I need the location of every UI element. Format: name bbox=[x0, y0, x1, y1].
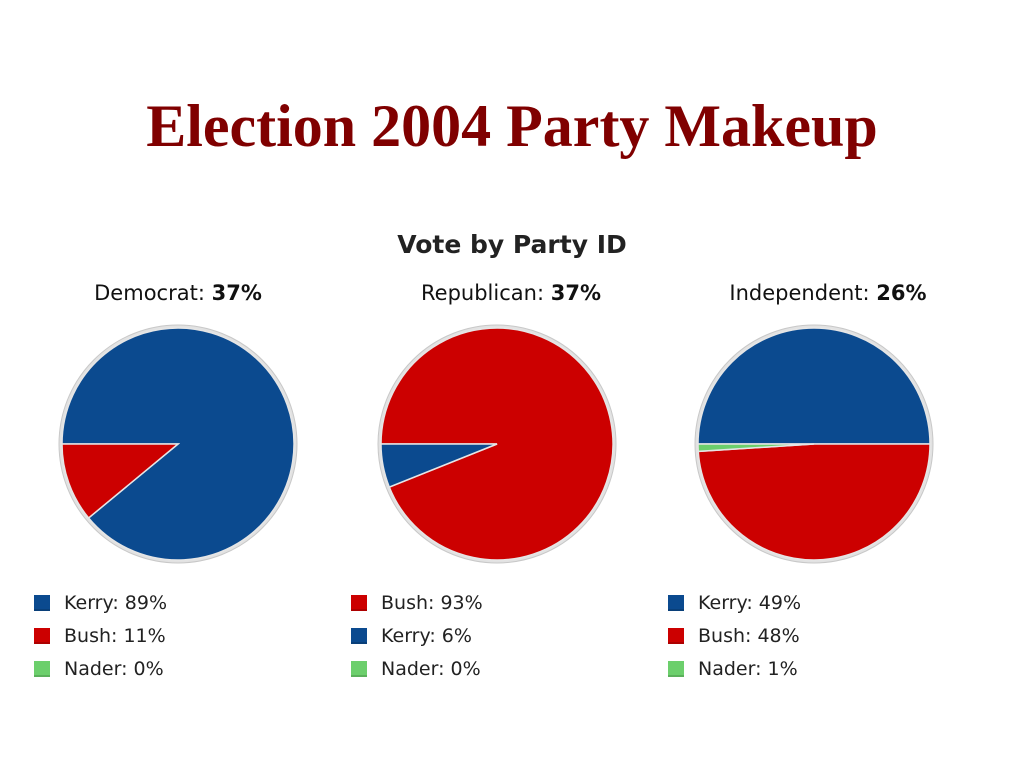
pie-group-label: Republican: bbox=[421, 281, 545, 305]
legend-swatch bbox=[34, 660, 50, 677]
pie-header-republican: Republican: 37% bbox=[361, 283, 661, 304]
legend-swatch bbox=[351, 594, 367, 611]
pie-group-label: Democrat: bbox=[94, 281, 205, 305]
legend-label: Bush: 11% bbox=[64, 624, 166, 647]
legend-item: Bush: 48% bbox=[668, 619, 918, 652]
legend-swatch bbox=[351, 660, 367, 677]
legend-item: Bush: 93% bbox=[351, 586, 601, 619]
pie-header-democrat: Democrat: 37% bbox=[28, 283, 328, 304]
pie-header-independent: Independent: 26% bbox=[678, 283, 978, 304]
legend-item: Kerry: 89% bbox=[34, 586, 284, 619]
pie-slice-kerry bbox=[697, 327, 931, 445]
chart-title: Vote by Party ID bbox=[397, 230, 627, 259]
legend-swatch bbox=[668, 660, 684, 677]
pie-chart-democrat bbox=[58, 324, 298, 564]
pie-group-share: 37% bbox=[211, 281, 262, 305]
legend-republican: Bush: 93% Kerry: 6% Nader: 0% bbox=[351, 586, 601, 685]
legend-item: Nader: 0% bbox=[351, 652, 601, 685]
legend-item: Nader: 0% bbox=[34, 652, 284, 685]
pie-slice-kerry bbox=[380, 443, 498, 489]
pie-group-share: 26% bbox=[876, 281, 927, 305]
legend-label: Nader: 0% bbox=[64, 657, 164, 680]
legend-item: Bush: 11% bbox=[34, 619, 284, 652]
legend-swatch bbox=[34, 627, 50, 644]
legend-swatch bbox=[668, 594, 684, 611]
legend-item: Kerry: 49% bbox=[668, 586, 918, 619]
legend-democrat: Kerry: 89% Bush: 11% Nader: 0% bbox=[34, 586, 284, 685]
pie-slice-bush bbox=[697, 443, 931, 561]
legend-item: Nader: 1% bbox=[668, 652, 918, 685]
pie-slice-nader bbox=[697, 443, 815, 453]
pie-group-label: Independent: bbox=[729, 281, 870, 305]
legend-label: Kerry: 49% bbox=[698, 591, 802, 614]
pie-group-share: 37% bbox=[550, 281, 601, 305]
legend-label: Nader: 0% bbox=[381, 657, 481, 680]
slide-title: Election 2004 Party Makeup bbox=[146, 93, 878, 159]
legend-label: Kerry: 6% bbox=[381, 624, 472, 647]
pie-chart-independent bbox=[694, 324, 934, 564]
legend-swatch bbox=[34, 594, 50, 611]
legend-item: Kerry: 6% bbox=[351, 619, 601, 652]
pie-chart-republican bbox=[377, 324, 617, 564]
legend-label: Bush: 48% bbox=[698, 624, 800, 647]
legend-label: Bush: 93% bbox=[381, 591, 483, 614]
legend-swatch bbox=[351, 627, 367, 644]
legend-swatch bbox=[668, 627, 684, 644]
pie-slice-bush bbox=[61, 443, 181, 519]
legend-label: Nader: 1% bbox=[698, 657, 798, 680]
legend-independent: Kerry: 49% Bush: 48% Nader: 1% bbox=[668, 586, 918, 685]
legend-label: Kerry: 89% bbox=[64, 591, 168, 614]
